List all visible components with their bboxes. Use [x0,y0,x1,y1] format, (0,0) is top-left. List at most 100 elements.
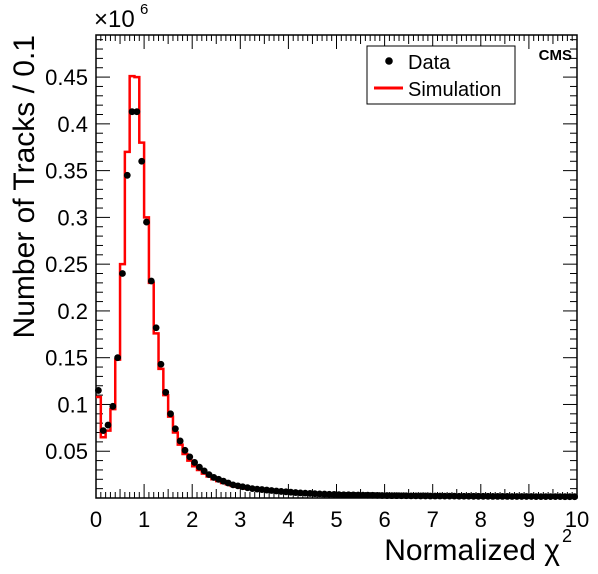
x-tick-label: 8 [475,507,487,532]
legend-box [366,45,516,105]
data-point [306,490,314,497]
data-point [499,493,506,500]
y-axis-label: Number of Tracks / 0.1 [8,35,41,338]
data-point [162,388,170,396]
x-tick-label: 4 [282,507,294,532]
y-axis-multiplier-exponent: 6 [140,1,148,18]
data-point [330,491,338,498]
data-point [316,490,324,498]
data-point [542,493,550,500]
x-tick-label: 10 [565,507,589,532]
data-point [431,492,439,500]
x-tick-label: 0 [90,507,102,532]
data-point [99,427,107,435]
data-point [369,491,376,499]
data-point [470,492,477,500]
x-tick-label: 7 [427,507,439,532]
data-point [345,491,352,499]
legend-data-label: Data [408,52,451,74]
data-point [494,493,502,500]
y-tick-label: 0.25 [45,252,88,277]
data-point [104,421,112,429]
data-point [465,492,473,500]
data-point [518,493,526,500]
data-point [123,171,131,179]
data-point [441,492,449,500]
x-tick-label: 1 [138,507,150,532]
data-point [479,492,487,500]
data-point [561,493,569,501]
data-point [325,490,333,498]
data-point [200,467,208,475]
x-tick-label: 6 [378,507,390,532]
data-point [301,489,309,497]
data-point [426,492,434,500]
data-point [489,493,497,500]
data-point [450,492,458,500]
data-point [335,491,343,499]
data-point [446,492,453,500]
data-point [181,446,189,454]
data-point [412,492,420,500]
legend-simulation-label: Simulation [408,79,501,101]
data-point [167,410,174,418]
data-point [398,492,405,500]
y-tick-labels: 0.05 0.1 0.15 0.2 0.25 0.3 0.35 0.4 0.45 [45,65,88,464]
data-point [402,492,410,500]
data-point [484,492,492,500]
data-point [523,493,530,500]
x-tick-label: 2 [186,507,198,532]
x-tick-label: 5 [330,507,342,532]
x-axis-label: Normalized χ 2 [384,526,572,567]
legend-data-marker [385,57,393,65]
data-point [393,492,401,500]
data-point [186,453,194,461]
y-tick-label: 0.4 [57,112,88,137]
y-tick-label: 0.45 [45,65,88,90]
data-point [508,493,516,500]
data-point [551,493,559,500]
data-point [460,492,468,500]
data-point [191,459,199,466]
data-point [349,491,357,499]
data-point [196,463,203,471]
data-point [417,492,425,500]
data-point [532,493,540,500]
data-point [527,493,535,500]
data-point [340,491,348,499]
data-point [383,492,391,499]
data-point [311,490,319,498]
y-tick-label: 0.05 [45,439,88,464]
data-point [556,493,564,500]
data-point [407,492,415,500]
data-point [297,489,304,497]
data-point [359,491,367,499]
data-point [109,402,117,410]
x-tick-label: 9 [523,507,535,532]
data-point [147,277,155,285]
data-point [138,157,146,165]
x-axis-label-text: Normalized χ [384,534,560,567]
experiment-label: CMS [539,47,572,64]
y-axis-multiplier: ×10 [94,6,135,33]
x-tick-label: 3 [234,507,246,532]
data-point [474,492,482,500]
data-series [95,108,578,501]
data-point [566,493,574,501]
data-point [513,493,521,500]
data-point [547,493,554,500]
data-point [95,387,102,394]
data-point [455,492,463,500]
data-point [128,108,136,116]
legend: Data Simulation [366,45,516,105]
data-point [571,493,578,501]
data-point [436,492,444,500]
data-point [321,490,328,498]
data-point [364,491,372,499]
data-point [171,425,179,433]
y-tick-label: 0.3 [57,205,88,230]
data-point [388,492,396,500]
data-point [157,360,165,368]
data-point [119,270,126,277]
